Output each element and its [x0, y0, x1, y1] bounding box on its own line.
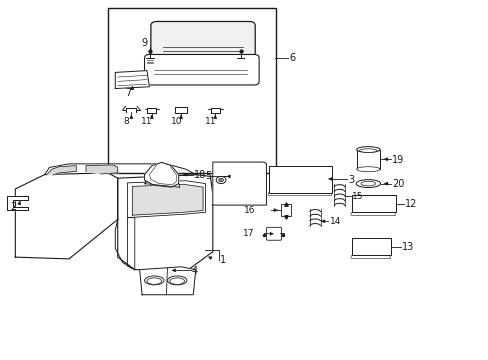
- Polygon shape: [212, 162, 266, 205]
- Ellipse shape: [356, 147, 379, 152]
- Polygon shape: [144, 162, 178, 187]
- Circle shape: [218, 178, 223, 182]
- Ellipse shape: [360, 181, 375, 186]
- Polygon shape: [47, 166, 76, 175]
- Ellipse shape: [359, 149, 376, 152]
- Text: 18: 18: [194, 170, 206, 180]
- Ellipse shape: [169, 278, 184, 284]
- Polygon shape: [132, 184, 203, 215]
- Bar: [175, 107, 186, 113]
- Text: 5: 5: [204, 171, 211, 181]
- Bar: [351, 238, 390, 255]
- Polygon shape: [15, 173, 118, 259]
- Text: 9: 9: [141, 38, 147, 48]
- Text: 7: 7: [125, 88, 131, 98]
- Text: 11: 11: [141, 117, 152, 126]
- Ellipse shape: [147, 278, 161, 284]
- Bar: [351, 195, 395, 212]
- Ellipse shape: [356, 167, 379, 172]
- Text: 4: 4: [191, 266, 198, 276]
- Text: 2: 2: [10, 202, 16, 212]
- Polygon shape: [6, 196, 27, 211]
- Text: 8: 8: [123, 117, 129, 126]
- Text: 10: 10: [170, 117, 182, 126]
- Text: 3: 3: [347, 175, 354, 185]
- Text: 17: 17: [242, 229, 254, 238]
- Text: 20: 20: [391, 179, 404, 189]
- Bar: [268, 166, 331, 193]
- Text: 16: 16: [243, 206, 255, 215]
- Bar: [108, 8, 276, 173]
- FancyBboxPatch shape: [144, 54, 259, 85]
- Polygon shape: [140, 267, 195, 295]
- Text: 11: 11: [204, 117, 216, 126]
- FancyBboxPatch shape: [151, 22, 255, 64]
- Ellipse shape: [144, 276, 163, 285]
- Text: 1: 1: [220, 255, 226, 265]
- Text: 13: 13: [401, 242, 413, 252]
- Text: 19: 19: [391, 155, 404, 165]
- FancyBboxPatch shape: [266, 227, 281, 240]
- Text: 12: 12: [405, 199, 417, 210]
- Polygon shape: [127, 181, 205, 218]
- Polygon shape: [115, 71, 149, 89]
- Polygon shape: [86, 165, 118, 174]
- Ellipse shape: [355, 180, 380, 188]
- Bar: [356, 149, 379, 169]
- Text: 14: 14: [329, 217, 341, 226]
- Text: 6: 6: [289, 53, 295, 63]
- Ellipse shape: [167, 276, 186, 285]
- Polygon shape: [118, 175, 212, 270]
- Circle shape: [216, 176, 225, 184]
- Bar: [281, 204, 290, 216]
- Text: 15: 15: [351, 192, 363, 201]
